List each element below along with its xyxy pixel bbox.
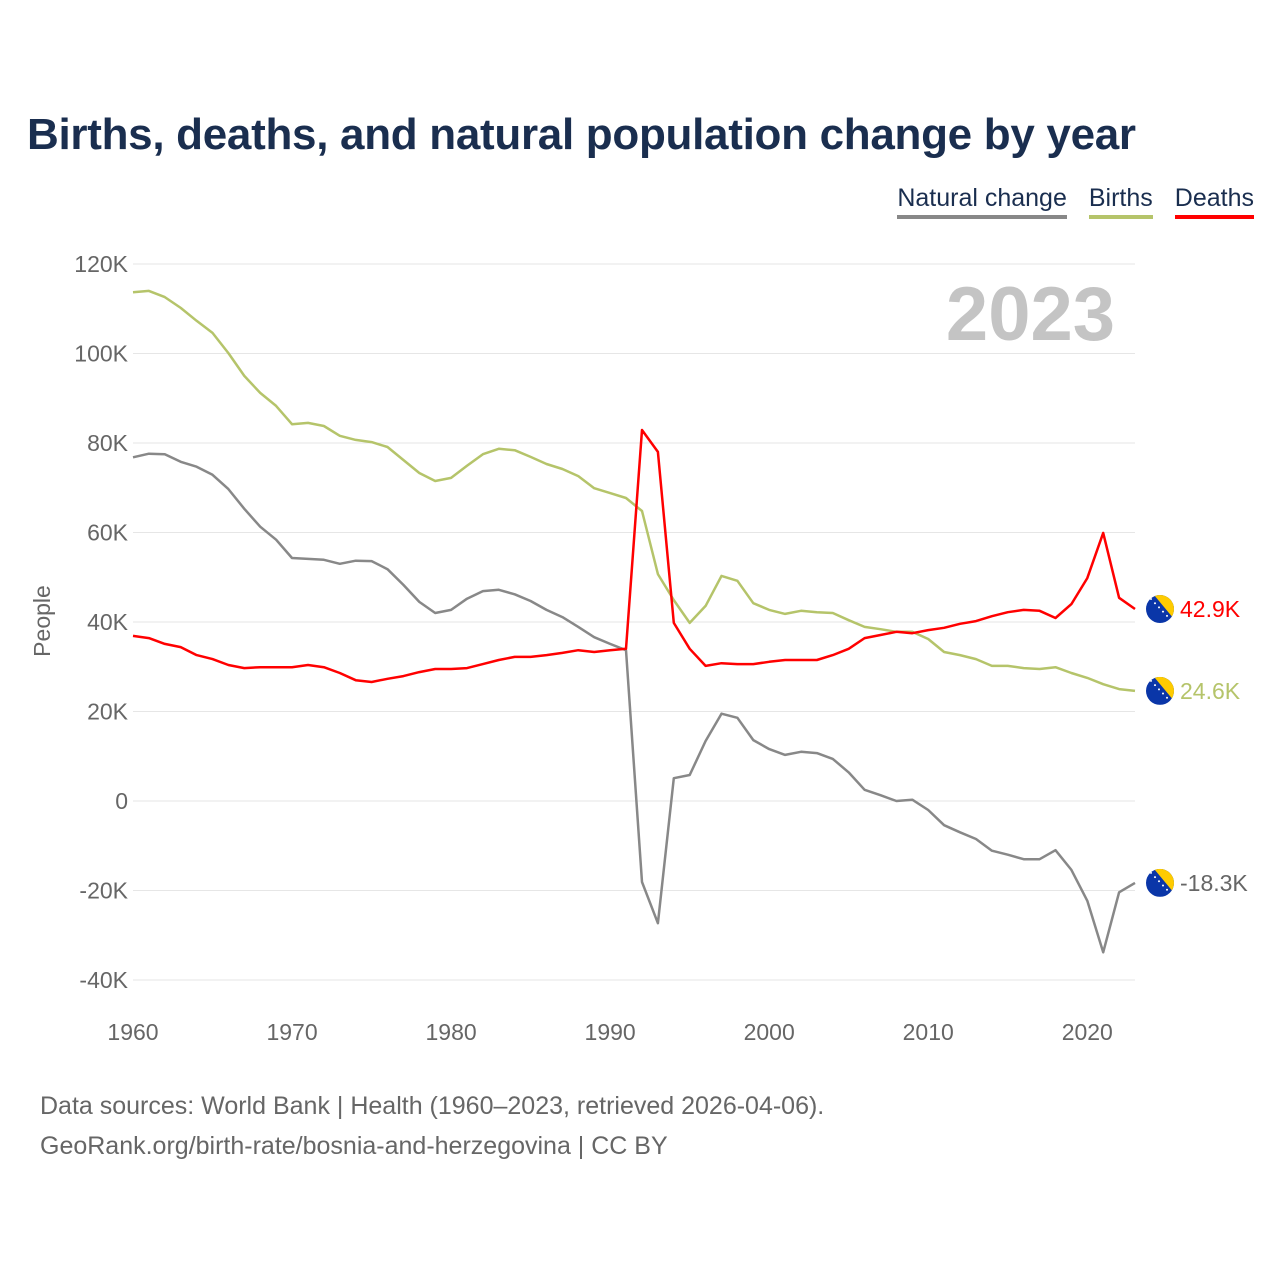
footer: Data sources: World Bank | Health (1960–… <box>40 1086 824 1166</box>
attribution-link[interactable]: GeoRank.org/birth-rate/bosnia-and-herzeg… <box>40 1132 668 1160</box>
legend-natural-change[interactable]: Natural change <box>897 184 1067 219</box>
series-line-deaths <box>132 428 1136 684</box>
y-tick-label: -40K <box>79 967 128 993</box>
y-tick-label: 80K <box>87 430 129 456</box>
end-value-label: 24.6K <box>1180 678 1241 704</box>
chart-title: Births, deaths, and natural population c… <box>27 110 1136 159</box>
y-tick-label: 20K <box>87 699 129 725</box>
x-tick-label: 2010 <box>903 1019 954 1045</box>
x-tick-label: 2020 <box>1062 1019 1113 1045</box>
y-tick-label: 0 <box>115 788 128 814</box>
legend-births[interactable]: Births <box>1088 184 1153 219</box>
x-tick-label: 1980 <box>426 1019 477 1045</box>
bosnia-flag-icon <box>1146 868 1174 897</box>
bosnia-flag-icon <box>1146 676 1174 705</box>
year-watermark: 2023 <box>946 272 1115 357</box>
series-line-births <box>132 289 1136 693</box>
x-tick-label: 1960 <box>107 1019 158 1045</box>
end-value-label: -18.3K <box>1180 870 1248 896</box>
y-tick-label: -20K <box>79 878 128 904</box>
y-tick-label: 60K <box>87 520 129 546</box>
series-line-natural-change <box>132 452 1136 954</box>
end-value-label: 42.9K <box>1180 596 1241 622</box>
legend-deaths[interactable]: Deaths <box>1174 184 1254 219</box>
y-axis-label: People <box>29 585 55 657</box>
y-tick-label: 120K <box>74 251 128 277</box>
legend: Natural change Births Deaths <box>897 184 1254 219</box>
bosnia-flag-icon <box>1146 595 1174 624</box>
x-tick-label: 1990 <box>585 1019 636 1045</box>
y-tick-label: 100K <box>74 341 128 367</box>
data-source: Data sources: World Bank | Health (1960–… <box>40 1092 825 1120</box>
x-tick-label: 1970 <box>266 1019 317 1045</box>
y-tick-label: 40K <box>87 609 129 635</box>
x-tick-label: 2000 <box>744 1019 795 1045</box>
